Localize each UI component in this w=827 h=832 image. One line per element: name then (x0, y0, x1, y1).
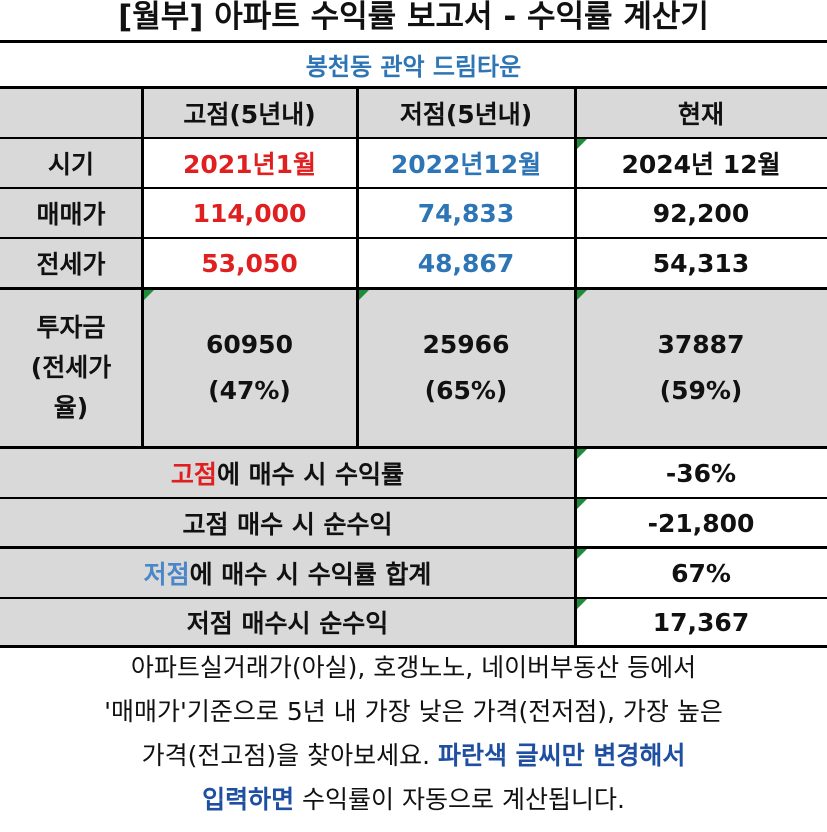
grid-line (0, 137, 827, 139)
instruction-note: 아파트실거래가(아실), 호갱노노, 네이버부동산 등에서 '매매가'기준으로 … (0, 646, 827, 822)
complex-name: 봉천동 관악 드림타운 (0, 40, 827, 88)
investment-low-amount: 25966 (422, 330, 510, 359)
report-title: [월부] 아파트 수익률 보고서 - 수익률 계산기 (118, 0, 709, 35)
grid-line (574, 88, 577, 646)
grid-line (0, 287, 827, 290)
summary-value-low-profit: 17,367 (652, 607, 750, 637)
note-line-4: 입력하면 수익률이 자동으로 계산됩니다. (0, 778, 827, 822)
sale-high: 114,000 (192, 198, 307, 228)
note-line-3-plain: 가격(전고점)을 찾아보세요. (141, 741, 438, 770)
grid-line (141, 88, 144, 448)
note-line-3-emphasis: 파란색 글씨만 변경해서 (437, 741, 686, 770)
grid-line (0, 446, 827, 449)
comment-marker (577, 290, 587, 300)
label-investment-line1: 투자금 (36, 313, 106, 342)
note-line-1: 아파트실거래가(아실), 호갱노노, 네이버부동산 등에서 (130, 653, 697, 682)
label-investment-line2: (전세가 (30, 353, 112, 382)
jeonse-high: 53,050 (201, 248, 298, 278)
investment-current: 37887 (59%) (575, 288, 827, 448)
jeonse-current: 54,313 (652, 248, 750, 278)
note-line-4-emphasis: 입력하면 (202, 785, 295, 814)
grid-line (0, 187, 827, 189)
summary-prefix-low: 저점 (143, 560, 190, 589)
summary-rest-low-profit: 저점 매수시 순수익 (186, 609, 389, 638)
summary-label-low-yield: 저점 에 매수 시 수익률 합계 (0, 548, 575, 598)
note-line-4-plain: 수익률이 자동으로 계산됩니다. (294, 785, 625, 814)
header-low: 저점(5년내) (357, 88, 575, 138)
sale-low: 74,833 (417, 198, 515, 228)
label-investment-line3: 율) (53, 393, 89, 422)
period-low: 2022년12월 (390, 150, 542, 179)
summary-value-low-yield: 67% (671, 558, 731, 588)
summary-label-low-profit: 저점 매수시 순수익 (0, 598, 575, 646)
summary-value-high-profit: -21,800 (647, 508, 755, 538)
note-line-3: 가격(전고점)을 찾아보세요. 파란색 글씨만 변경해서 (0, 734, 827, 778)
grid-line (0, 86, 827, 89)
comment-marker (359, 290, 369, 300)
label-investment: 투자금 (전세가 율) (0, 288, 142, 448)
investment-high: 60950 (47%) (142, 288, 357, 448)
summary-rest-low-yield: 에 매수 시 수익률 합계 (189, 560, 432, 589)
grid-line (0, 546, 827, 549)
investment-high-ratio: (47%) (208, 376, 291, 405)
grid-line (0, 597, 827, 599)
investment-high-amount: 60950 (206, 330, 293, 359)
grid-line (0, 645, 827, 648)
label-sale-price: 매매가 (0, 188, 142, 238)
header-empty-cell (0, 88, 142, 138)
comment-marker (144, 290, 154, 300)
investment-current-amount: 37887 (657, 330, 745, 359)
label-jeonse-price: 전세가 (0, 238, 142, 288)
investment-low-ratio: (65%) (424, 376, 508, 405)
summary-prefix-high: 고점 (170, 460, 217, 489)
comment-marker (577, 139, 587, 149)
grid-line (0, 497, 827, 499)
period-high: 2021년1월 (183, 150, 316, 179)
header-high: 고점(5년내) (142, 88, 357, 138)
comment-marker (577, 499, 587, 509)
period-current: 2024년 12월 (621, 150, 781, 179)
label-period: 시기 (0, 138, 142, 188)
summary-rest-high-profit: 고점 매수 시 순수익 (182, 510, 393, 539)
summary-label-high-profit: 고점 매수 시 순수익 (0, 498, 575, 548)
sale-current: 92,200 (652, 198, 750, 228)
comment-marker (577, 449, 587, 459)
note-line-2: '매매가'기준으로 5년 내 가장 낮은 가격(전저점), 가장 높은 (104, 697, 723, 726)
summary-rest-high-yield: 에 매수 시 수익률 (216, 460, 405, 489)
investment-low: 25966 (65%) (357, 288, 575, 448)
grid-line (0, 237, 827, 239)
grid-line (356, 88, 359, 448)
summary-value-high-yield: -36% (665, 458, 737, 488)
investment-current-ratio: (59%) (659, 376, 743, 405)
comment-marker (577, 549, 587, 559)
header-current: 현재 (575, 88, 827, 138)
comment-marker (577, 599, 587, 609)
jeonse-low: 48,867 (417, 248, 515, 278)
summary-label-high-yield: 고점 에 매수 시 수익률 (0, 448, 575, 498)
